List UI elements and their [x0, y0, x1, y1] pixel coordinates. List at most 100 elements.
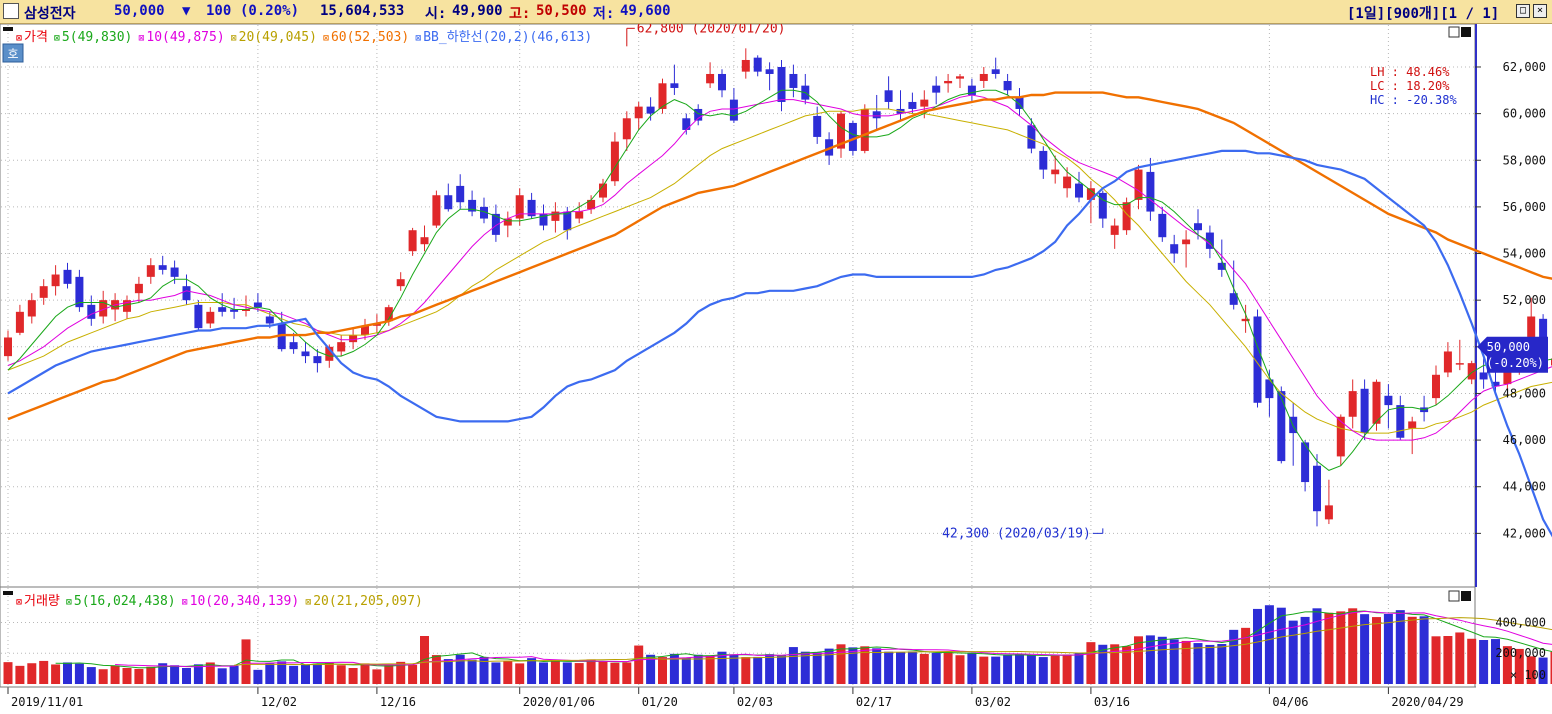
volume-bar — [336, 665, 346, 684]
volume-bar — [860, 646, 870, 684]
volume-bar — [1003, 654, 1013, 684]
candle-body — [1491, 381, 1500, 387]
candle-body — [408, 230, 417, 252]
trade-volume: 15,604,533 — [320, 3, 405, 19]
volume-bar — [1169, 639, 1179, 684]
volume-bar — [836, 644, 846, 684]
candle-body — [848, 122, 857, 151]
price-axis-label: 46,000 — [1503, 433, 1546, 447]
legend-marker: ⊠ — [231, 33, 237, 44]
candle-body — [1360, 388, 1369, 434]
volume-ma20-line — [234, 617, 1552, 666]
candle-body — [361, 325, 369, 336]
low-label: 저: — [593, 6, 615, 22]
candle-body — [729, 99, 738, 121]
volume-bar — [515, 663, 525, 684]
volume-bar — [598, 661, 608, 684]
legend-entry: 60(52,503) — [331, 30, 409, 45]
candle-body — [1313, 465, 1321, 512]
price-axis-label: 52,000 — [1503, 293, 1546, 307]
price-axis-label: 42,000 — [1503, 526, 1546, 540]
volume-bar — [777, 655, 786, 684]
price-panel-menu-icon[interactable] — [3, 27, 13, 31]
legend-marker: ⊠ — [54, 33, 60, 44]
volume-bar — [503, 660, 513, 684]
candle-body — [63, 269, 72, 284]
price-panel-close-icon[interactable] — [1461, 27, 1471, 37]
candle-body — [349, 335, 358, 343]
candle-body — [468, 199, 477, 212]
high-annotation: 62,800 (2020/01/20) — [637, 24, 786, 36]
candle-body — [575, 211, 584, 219]
candle-body — [515, 195, 524, 219]
price-panel-max-icon[interactable] — [1448, 26, 1460, 38]
volume-bar — [610, 662, 620, 684]
stock-chart[interactable]: ⊠ 가격 ⊠ 5(49,830) ⊠ 10(49,875) ⊠ 20(49,045) ⊠ 60(5… — [0, 24, 1552, 714]
low-annotation: 42,300 (2020/03/19) — [942, 526, 1091, 541]
candle-body — [313, 356, 322, 364]
ho-button-label: 호 — [7, 47, 18, 61]
volume-bar — [1217, 644, 1227, 684]
volume-bar — [3, 662, 13, 684]
volume-panel-close-icon[interactable] — [1461, 591, 1471, 601]
volume-bar — [1229, 629, 1239, 684]
candle-body — [1443, 351, 1452, 373]
candle-body — [420, 237, 429, 245]
candle-body — [1205, 232, 1214, 249]
legend-marker: ⊠ — [323, 33, 329, 44]
volume-bar — [396, 661, 406, 684]
legend-marker: ⊠ — [305, 597, 311, 608]
legend-entry: 10(49,875) — [146, 30, 224, 45]
candle-body — [27, 300, 36, 317]
price-axis-line — [1475, 24, 1477, 587]
volume-bar — [872, 648, 882, 684]
candle-body — [539, 213, 548, 226]
high-price: 50,500 — [536, 3, 587, 19]
volume-bar — [193, 664, 203, 684]
volume-bar — [1015, 653, 1024, 684]
maximize-icon[interactable]: □ — [1516, 4, 1530, 18]
legend-entry: 가격 — [24, 30, 48, 45]
candle-body — [1277, 391, 1286, 462]
open-label: 시: — [425, 6, 447, 22]
volume-bar — [1550, 651, 1552, 684]
stock-name: 삼성전자 — [24, 6, 76, 22]
volume-bar — [1086, 642, 1096, 684]
volume-panel-max-icon[interactable] — [1448, 590, 1460, 602]
volume-panel-menu-icon[interactable] — [3, 591, 13, 595]
volume-bar — [1443, 636, 1453, 684]
ma20-line — [7, 108, 1552, 434]
candle-body — [563, 211, 572, 231]
candle-body — [551, 211, 560, 221]
candle-body — [1265, 379, 1274, 399]
volume-bar — [146, 666, 156, 684]
close-icon[interactable]: × — [1533, 4, 1547, 18]
price-axis-label: 54,000 — [1503, 247, 1546, 261]
candle-body — [1372, 381, 1381, 424]
candle-body — [1539, 318, 1548, 345]
candle-body — [599, 183, 607, 198]
candle-body — [1170, 244, 1179, 254]
candle-body — [634, 106, 643, 119]
time-axis-label: 12/16 — [380, 695, 416, 709]
volume-bar — [1122, 646, 1132, 684]
volume-unit-label: × 100 — [1510, 668, 1546, 682]
candle-body — [646, 106, 655, 114]
candle-body — [1455, 363, 1464, 365]
candle-body — [194, 304, 203, 329]
candle-body — [337, 342, 346, 352]
candle-body — [1122, 202, 1131, 231]
time-axis-label: 02/17 — [856, 695, 892, 709]
legend-entry: 5(49,830) — [62, 30, 132, 45]
candle-body — [503, 218, 512, 226]
volume-bar — [765, 654, 775, 684]
candle-body — [860, 108, 869, 151]
ho-button[interactable] — [2, 43, 24, 63]
volume-bar — [800, 651, 810, 684]
volume-bar — [265, 663, 275, 684]
volume-bar — [550, 660, 560, 684]
candle-body — [837, 113, 845, 149]
period-selector[interactable]: [1일][900개][1 / 1] — [1347, 6, 1500, 22]
chart-app-icon[interactable] — [3, 3, 19, 19]
candle-body — [134, 283, 143, 294]
